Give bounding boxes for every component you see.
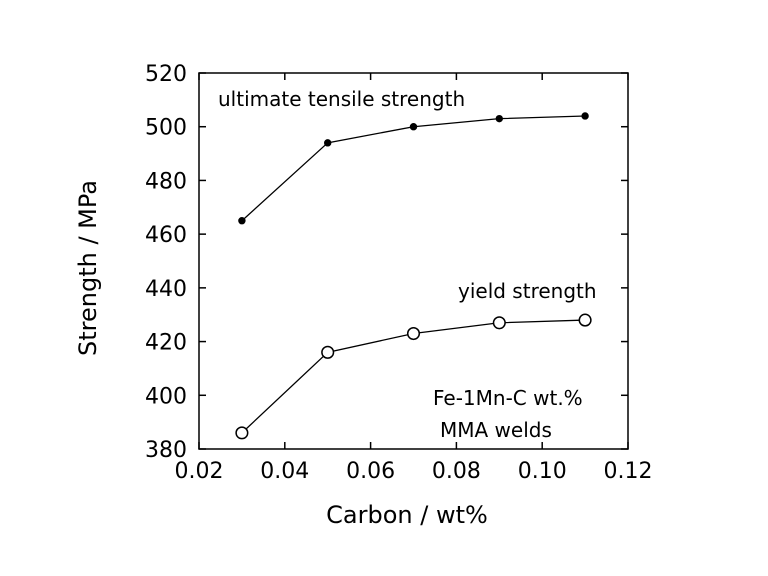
data-point-yield-strength bbox=[321, 345, 335, 359]
data-point-yield-strength bbox=[492, 316, 506, 330]
annotation-weld-type: MMA welds bbox=[440, 418, 552, 442]
series-label-ultimate-tensile-strength: ultimate tensile strength bbox=[218, 87, 465, 111]
y-tick-label: 380 bbox=[145, 438, 187, 463]
series-layer bbox=[235, 112, 592, 440]
y-tick-label: 500 bbox=[145, 116, 187, 141]
x-tick-label: 0.04 bbox=[260, 459, 309, 484]
plot-frame bbox=[198, 72, 629, 450]
x-axis-ticks: 0.02 0.04 0.06 0.08 0.10 0.12 bbox=[175, 73, 653, 484]
series-label-yield-strength: yield strength bbox=[458, 279, 597, 303]
x-tick-label: 0.12 bbox=[604, 459, 653, 484]
y-tick-label: 520 bbox=[145, 62, 187, 87]
x-axis-title: Carbon / wt% bbox=[326, 501, 488, 529]
data-point-yield-strength bbox=[578, 313, 592, 327]
data-point-ultimate-tensile-strength bbox=[409, 123, 418, 131]
y-tick-label: 400 bbox=[145, 384, 187, 409]
series-line-ultimate-tensile-strength bbox=[241, 115, 586, 222]
y-tick-label: 480 bbox=[145, 169, 187, 194]
y-tick-label: 420 bbox=[145, 331, 187, 356]
x-tick-label: 0.02 bbox=[175, 459, 224, 484]
x-tick-label: 0.10 bbox=[518, 459, 567, 484]
data-point-yield-strength bbox=[406, 326, 421, 341]
data-point-ultimate-tensile-strength bbox=[238, 217, 246, 225]
y-axis-ticks: 380 400 420 440 460 480 500 520 bbox=[145, 62, 628, 463]
data-point-ultimate-tensile-strength bbox=[324, 139, 332, 147]
x-tick-label: 0.08 bbox=[432, 459, 481, 484]
y-tick-label: 460 bbox=[145, 223, 187, 248]
data-point-ultimate-tensile-strength bbox=[581, 112, 589, 120]
y-axis-title: Strength / MPa bbox=[74, 180, 102, 356]
annotation-composition: Fe-1Mn-C wt.% bbox=[433, 386, 583, 410]
data-point-ultimate-tensile-strength bbox=[495, 114, 503, 123]
y-tick-label: 440 bbox=[145, 277, 187, 302]
x-tick-label: 0.06 bbox=[346, 459, 395, 484]
data-point-yield-strength bbox=[235, 426, 249, 440]
